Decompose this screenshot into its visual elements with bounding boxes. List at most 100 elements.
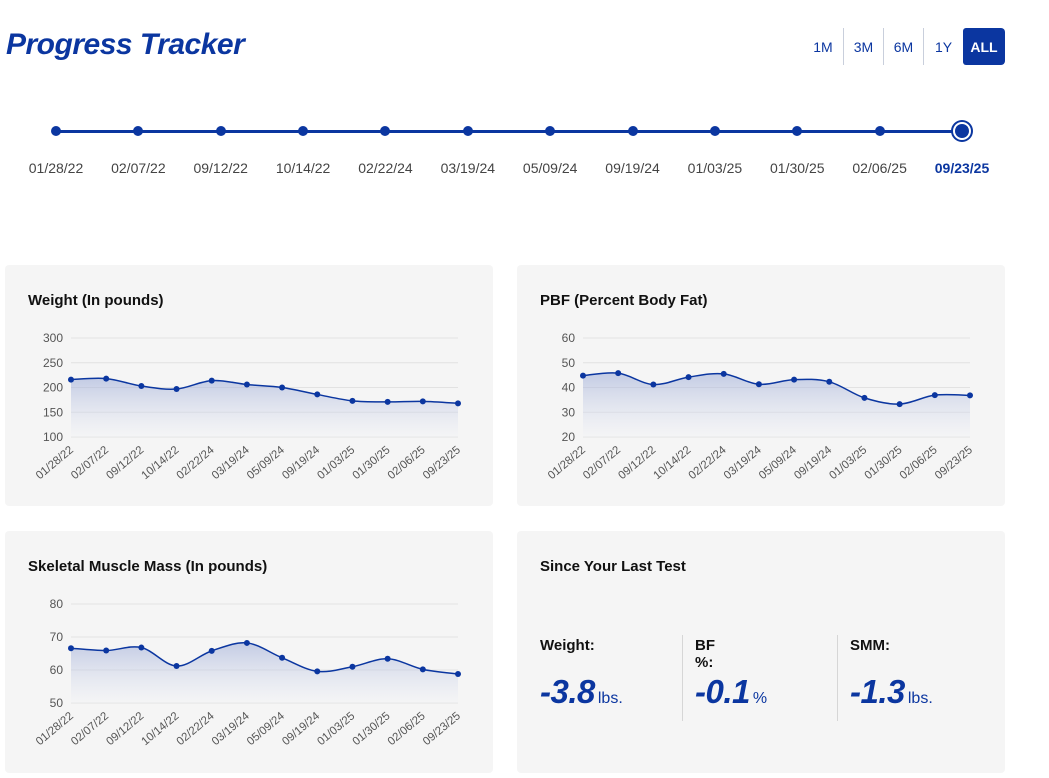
data-point[interactable] <box>243 639 250 646</box>
bf-change-unit: % <box>752 690 768 707</box>
y-tick-label: 50 <box>562 356 576 370</box>
data-point[interactable] <box>419 666 426 673</box>
y-tick-label: 200 <box>43 381 63 395</box>
data-point[interactable] <box>861 394 868 401</box>
range-3m-button[interactable]: 3M <box>843 28 883 65</box>
data-point[interactable] <box>419 398 426 405</box>
x-tick-label: 01/30/25 <box>351 444 393 482</box>
timeline-date-label[interactable]: 09/23/25 <box>934 160 990 176</box>
data-point[interactable] <box>208 647 215 654</box>
timeline-dot[interactable] <box>792 126 803 136</box>
x-tick-label: 09/12/22 <box>104 444 146 482</box>
timeline-date-label[interactable]: 09/12/22 <box>193 160 248 176</box>
smm-change-value-group: -1.3 lbs. <box>850 673 933 711</box>
timeline-date-label[interactable]: 10/14/22 <box>275 160 331 176</box>
x-tick-label: 01/03/25 <box>315 710 357 748</box>
timeline-dot[interactable] <box>709 126 720 136</box>
timeline-dot-selected[interactable] <box>953 122 971 140</box>
x-tick-label: 01/28/22 <box>34 710 76 748</box>
x-tick-label: 05/09/24 <box>245 444 287 482</box>
data-point[interactable] <box>103 647 110 654</box>
data-point[interactable] <box>967 392 973 399</box>
timeline-date-label[interactable]: 01/03/25 <box>687 160 743 176</box>
data-point[interactable] <box>138 383 145 390</box>
weight-change-label: Weight: <box>540 637 595 654</box>
range-1m-button[interactable]: 1M <box>803 28 843 65</box>
x-tick-label: 05/09/24 <box>757 444 799 482</box>
x-tick-label: 02/07/22 <box>69 444 111 482</box>
timeline-dot[interactable] <box>627 126 638 136</box>
timeline-dot[interactable] <box>874 126 885 136</box>
x-tick-label: 02/06/25 <box>386 444 428 482</box>
data-point[interactable] <box>384 398 391 405</box>
series-area <box>71 642 458 703</box>
data-point[interactable] <box>173 385 180 392</box>
timeline-dot[interactable] <box>545 126 556 136</box>
x-tick-label: 10/14/22 <box>139 444 181 482</box>
data-point[interactable] <box>826 378 833 385</box>
timeline-date-label[interactable]: 02/06/25 <box>852 160 907 176</box>
timeline-dot[interactable] <box>133 126 144 136</box>
x-tick-label: 01/28/22 <box>546 444 588 482</box>
timeline-date-label[interactable]: 02/22/24 <box>358 160 413 176</box>
page-title: Progress Tracker <box>6 28 245 61</box>
range-1y-button[interactable]: 1Y <box>923 28 963 65</box>
data-point[interactable] <box>279 384 286 391</box>
x-tick-label: 09/23/25 <box>421 710 463 748</box>
timeline-dot[interactable] <box>51 126 61 136</box>
range-all-button[interactable]: ALL <box>963 28 1005 65</box>
data-point[interactable] <box>68 645 74 652</box>
timeline-track <box>56 130 962 133</box>
data-point[interactable] <box>349 663 356 670</box>
timeline-date-label[interactable]: 01/30/25 <box>770 160 825 176</box>
timeline-date-label[interactable]: 01/28/22 <box>28 160 84 176</box>
data-point[interactable] <box>173 663 180 670</box>
data-point[interactable] <box>931 392 938 399</box>
data-point[interactable] <box>279 654 286 661</box>
data-point[interactable] <box>720 370 727 377</box>
data-point[interactable] <box>103 375 110 382</box>
timeline-dot[interactable] <box>462 126 473 136</box>
bf-change-label: BF %: <box>695 637 715 671</box>
weight-change-value-group: -3.8 lbs. <box>540 673 623 711</box>
timeline-dot[interactable] <box>298 126 309 136</box>
data-point[interactable] <box>314 391 321 398</box>
data-point[interactable] <box>791 376 798 383</box>
series-area <box>71 378 458 437</box>
range-6m-button[interactable]: 6M <box>883 28 923 65</box>
data-point[interactable] <box>650 381 657 388</box>
timeline-date-label[interactable]: 03/19/24 <box>440 160 496 176</box>
data-point[interactable] <box>755 381 762 388</box>
x-tick-label: 03/19/24 <box>722 444 764 482</box>
x-tick-label: 09/19/24 <box>792 444 834 482</box>
data-point[interactable] <box>580 372 586 379</box>
data-point[interactable] <box>208 377 215 384</box>
data-point[interactable] <box>138 644 145 651</box>
timeline-date-label[interactable]: 09/19/24 <box>605 160 660 176</box>
summary-title: Since Your Last Test <box>540 558 686 575</box>
data-point[interactable] <box>615 370 622 377</box>
data-point[interactable] <box>896 401 903 408</box>
data-point[interactable] <box>455 670 461 677</box>
y-tick-label: 60 <box>562 331 576 345</box>
data-point[interactable] <box>68 376 74 383</box>
x-tick-label: 10/14/22 <box>651 444 693 482</box>
timeline-date-label[interactable]: 02/07/22 <box>111 160 166 176</box>
y-tick-label: 50 <box>50 696 64 710</box>
x-tick-label: 02/07/22 <box>581 444 623 482</box>
data-point[interactable] <box>349 397 356 404</box>
smm-chart: 50 60 70 80 01/28/2202/07/2209/12/2210/14/22… <box>34 597 463 748</box>
timeline-date-label[interactable]: 05/09/24 <box>522 160 578 176</box>
timeline-dot[interactable] <box>380 126 391 136</box>
x-tick-label: 09/23/25 <box>421 444 463 482</box>
data-point[interactable] <box>455 400 461 407</box>
data-point[interactable] <box>685 374 692 381</box>
data-point[interactable] <box>314 668 321 675</box>
y-tick-label: 30 <box>562 405 576 419</box>
range-selector: 1M 3M 6M 1Y ALL <box>803 28 1005 65</box>
y-tick-label: 20 <box>562 430 576 444</box>
y-tick-label: 250 <box>43 356 63 370</box>
data-point[interactable] <box>243 381 250 388</box>
data-point[interactable] <box>384 655 391 662</box>
timeline-dot[interactable] <box>215 126 226 136</box>
